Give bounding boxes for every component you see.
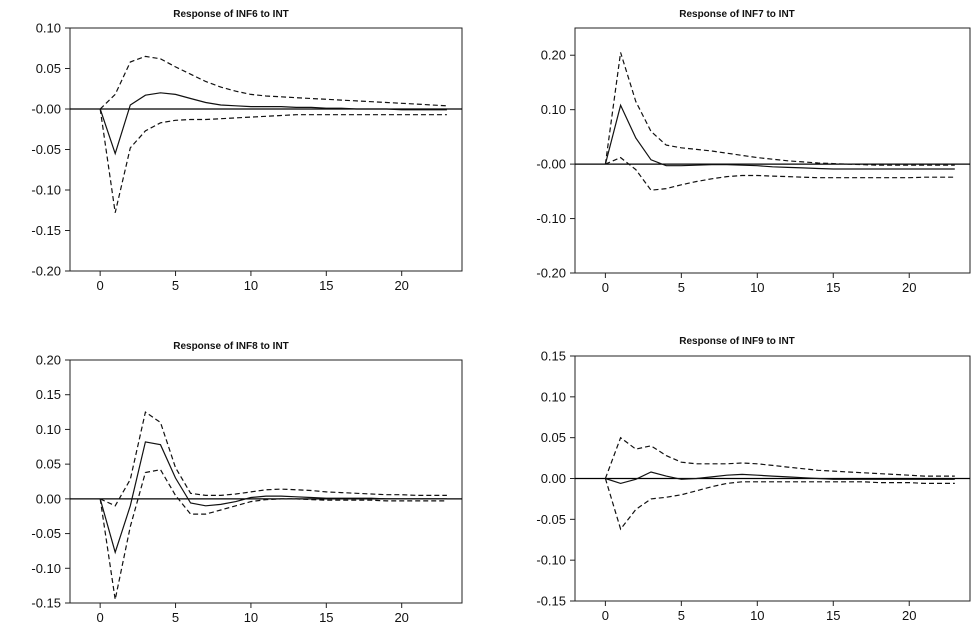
- y-tick-label: -0.15: [31, 596, 61, 611]
- panel-inf6: Response of INF6 to INT 0.10 0.05 -0.00 -0.…: [31, 9, 463, 293]
- x-tick-label: 10: [750, 280, 764, 295]
- x-tick-label: 15: [826, 280, 840, 295]
- upper-band-line: [604, 52, 955, 166]
- x-tick-label: 5: [678, 608, 685, 623]
- chart-title: Response of INF6 to INT: [173, 9, 289, 20]
- y-tick-label: 0.05: [36, 61, 61, 76]
- y-tick-label: 0.10: [36, 21, 61, 36]
- chart-title: Response of INF8 to INT: [173, 341, 289, 352]
- y-tick-label: -0.10: [536, 211, 566, 226]
- lower-band-line: [99, 469, 447, 600]
- x-tick-label: 10: [244, 610, 258, 625]
- y-tick-label: 0.10: [541, 102, 566, 117]
- y-tick-label: 0.20: [36, 353, 61, 368]
- x-tick-label: 5: [678, 280, 685, 295]
- x-tick-label: 20: [394, 610, 408, 625]
- irf-line: [99, 92, 447, 156]
- x-tick-label: 15: [319, 610, 333, 625]
- chart-title: Response of INF9 to INT: [679, 336, 795, 347]
- x-tick-label: 5: [172, 610, 179, 625]
- lower-band-line: [605, 156, 955, 191]
- y-tick-label: 0.05: [541, 430, 566, 445]
- y-tick-label: 0.10: [36, 422, 61, 437]
- y-tick-label: -0.10: [31, 561, 61, 576]
- y-tick-label: 0.00: [541, 471, 566, 486]
- x-tick-label: 10: [750, 608, 764, 623]
- irf-line: [99, 441, 447, 555]
- x-tick-label: 15: [319, 278, 333, 293]
- x-tick-label: 10: [244, 278, 258, 293]
- y-tick-label: 0.15: [36, 387, 61, 402]
- x-tick-label: 20: [902, 608, 916, 623]
- y-tick-label: -0.00: [536, 157, 566, 172]
- chart-title: Response of INF7 to INT: [679, 9, 795, 20]
- irf-line: [605, 471, 955, 485]
- lower-band-line: [99, 108, 447, 213]
- upper-band-line: [604, 436, 955, 479]
- x-tick-label: 5: [172, 278, 179, 293]
- plot-frame: [69, 359, 463, 604]
- x-tick-label: 20: [902, 280, 916, 295]
- panel-inf9: Response of INF9 to INT 0.15 0.10 0.05 0.00…: [536, 336, 971, 623]
- y-tick-label: -0.10: [536, 553, 566, 568]
- y-tick-label: -0.15: [536, 594, 566, 609]
- y-tick-label: -0.05: [31, 526, 61, 541]
- x-tick-label: 20: [394, 278, 408, 293]
- y-tick-label: -0.20: [31, 264, 61, 279]
- upper-band-line: [99, 55, 447, 110]
- y-tick-label: -0.05: [31, 142, 61, 157]
- x-tick-label: 0: [602, 280, 609, 295]
- y-tick-label: 0.05: [36, 457, 61, 472]
- x-tick-label: 15: [826, 608, 840, 623]
- x-tick-label: 0: [97, 610, 104, 625]
- y-tick-label: -0.00: [31, 102, 61, 117]
- x-tick-label: 0: [602, 608, 609, 623]
- plot-frame: [574, 27, 971, 274]
- x-tick-label: 0: [97, 278, 104, 293]
- y-tick-label: 0.00: [36, 491, 61, 506]
- y-tick-label: 0.20: [541, 48, 566, 63]
- y-tick-label: -0.05: [536, 512, 566, 527]
- panel-inf7: Response of INF7 to INT 0.20 0.10 -0.00 -0.…: [536, 9, 971, 295]
- y-tick-label: 0.10: [541, 389, 566, 404]
- y-tick-label: -0.15: [31, 223, 61, 238]
- y-tick-label: -0.10: [31, 183, 61, 198]
- plot-frame: [69, 27, 463, 272]
- irf-line: [604, 103, 955, 170]
- panel-inf8: Response of INF8 to INT 0.20 0.15 0.10 0.05…: [31, 341, 463, 625]
- y-tick-label: 0.15: [541, 349, 566, 364]
- lower-band-line: [604, 478, 955, 531]
- y-tick-label: -0.20: [536, 266, 566, 281]
- upper-band-line: [99, 411, 447, 507]
